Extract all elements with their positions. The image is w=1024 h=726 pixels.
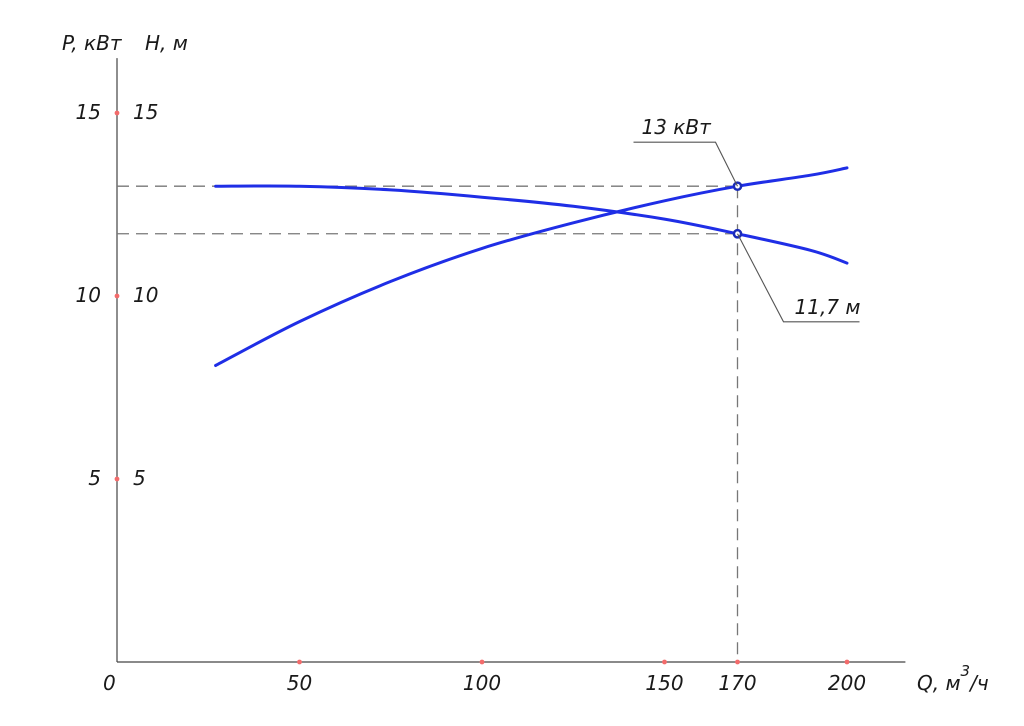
curve-power bbox=[214, 166, 849, 367]
annotations: 13 кВт 11,7 м bbox=[633, 115, 861, 323]
y-tick-label-power: 5 bbox=[88, 466, 101, 490]
y-tick-label-head: 10 bbox=[133, 283, 158, 307]
y-tick-label-power: 15 bbox=[76, 100, 101, 124]
leader-power bbox=[633, 141, 738, 187]
x-tick-label: 100 bbox=[463, 671, 501, 695]
y-tick-mark bbox=[114, 476, 120, 482]
x-tick-mark bbox=[844, 659, 850, 665]
x-tick-label: 170 bbox=[718, 671, 756, 695]
y-tick-mark bbox=[114, 110, 120, 116]
y-axis-label-power: P, кВт bbox=[62, 31, 123, 55]
label-power-value: 13 кВт bbox=[642, 115, 713, 139]
curves bbox=[214, 166, 849, 367]
x-tick-label: 150 bbox=[645, 671, 683, 695]
guide-lines bbox=[117, 185, 739, 662]
y-tick-label-power: 10 bbox=[76, 283, 101, 307]
curve-head bbox=[214, 184, 849, 265]
x-axis-label-superscript: 3 bbox=[961, 662, 971, 680]
x-axis-label-text: Q, м bbox=[917, 671, 961, 695]
y-tick-mark bbox=[114, 293, 120, 299]
ticks: 50 100 150 170 200 5 5 10 10 15 15 bbox=[76, 100, 867, 695]
x-axis-label-tail: /ч bbox=[968, 671, 989, 695]
y-tick-label-head: 5 bbox=[133, 466, 146, 490]
origin-label: 0 bbox=[103, 671, 116, 695]
x-tick-mark bbox=[662, 659, 667, 665]
x-axis-label: Q, м3/ч bbox=[917, 662, 989, 695]
axes bbox=[116, 58, 906, 663]
x-tick-label: 50 bbox=[287, 671, 312, 695]
x-tick-mark bbox=[735, 659, 740, 665]
x-tick-mark bbox=[479, 659, 485, 665]
label-head-value: 11,7 м bbox=[795, 295, 861, 319]
leader-head bbox=[737, 233, 860, 323]
y-tick-label-head: 15 bbox=[133, 100, 158, 124]
axis-labels: P, кВт H, м 0 Q, м3/ч bbox=[62, 31, 989, 695]
y-axis-label-head: H, м bbox=[145, 31, 188, 55]
x-tick-mark bbox=[297, 659, 302, 665]
x-tick-label: 200 bbox=[828, 671, 866, 695]
